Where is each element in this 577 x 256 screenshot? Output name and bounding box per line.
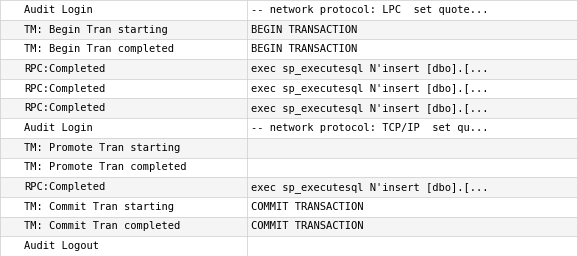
Bar (0, 217, 577, 236)
Text: exec sp_executesql N'insert [dbo].[...: exec sp_executesql N'insert [dbo].[... (251, 103, 489, 114)
Bar (0, 197, 577, 217)
Bar (0, 99, 577, 118)
Bar (0, 79, 577, 99)
Bar (0, 157, 577, 177)
Text: exec sp_executesql N'insert [dbo].[...: exec sp_executesql N'insert [dbo].[... (251, 63, 489, 74)
Text: BEGIN TRANSACTION: BEGIN TRANSACTION (251, 25, 357, 35)
Text: -- network protocol: TCP/IP  set qu...: -- network protocol: TCP/IP set qu... (251, 123, 489, 133)
Bar (0, 118, 577, 138)
Bar (0, 39, 577, 59)
Bar (0, 0, 577, 20)
Text: TM: Begin Tran completed: TM: Begin Tran completed (24, 44, 174, 54)
Text: RPC:Completed: RPC:Completed (24, 84, 106, 94)
Text: -- network protocol: LPC  set quote...: -- network protocol: LPC set quote... (251, 5, 489, 15)
Text: RPC:Completed: RPC:Completed (24, 103, 106, 113)
Text: TM: Commit Tran starting: TM: Commit Tran starting (24, 202, 174, 212)
Bar (0, 236, 577, 256)
Text: COMMIT TRANSACTION: COMMIT TRANSACTION (251, 202, 364, 212)
Text: Audit Logout: Audit Logout (24, 241, 99, 251)
Text: TM: Promote Tran completed: TM: Promote Tran completed (24, 162, 187, 172)
Text: RPC:Completed: RPC:Completed (24, 182, 106, 192)
Text: TM: Begin Tran starting: TM: Begin Tran starting (24, 25, 168, 35)
Text: exec sp_executesql N'insert [dbo].[...: exec sp_executesql N'insert [dbo].[... (251, 83, 489, 94)
Text: COMMIT TRANSACTION: COMMIT TRANSACTION (251, 221, 364, 231)
Text: RPC:Completed: RPC:Completed (24, 64, 106, 74)
Text: TM: Promote Tran starting: TM: Promote Tran starting (24, 143, 181, 153)
Text: Audit Login: Audit Login (24, 5, 93, 15)
Bar (0, 20, 577, 39)
Text: exec sp_executesql N'insert [dbo].[...: exec sp_executesql N'insert [dbo].[... (251, 182, 489, 193)
Text: TM: Commit Tran completed: TM: Commit Tran completed (24, 221, 181, 231)
Text: Audit Login: Audit Login (24, 123, 93, 133)
Text: BEGIN TRANSACTION: BEGIN TRANSACTION (251, 44, 357, 54)
Bar (0, 138, 577, 157)
Bar (0, 59, 577, 79)
Bar (0, 177, 577, 197)
